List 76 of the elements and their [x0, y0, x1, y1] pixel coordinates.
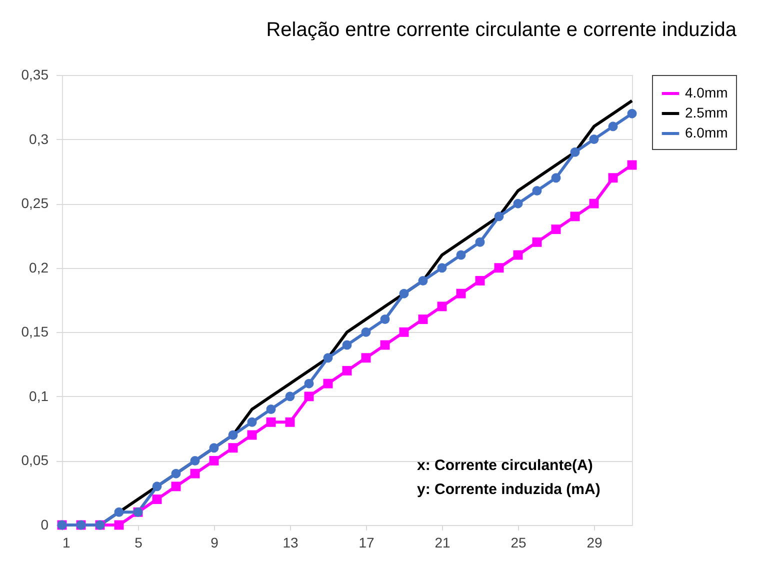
point	[513, 250, 523, 260]
point	[475, 237, 485, 247]
point	[399, 288, 409, 298]
y-tick-label: 0,2	[29, 259, 49, 276]
point	[342, 366, 352, 376]
point	[532, 186, 542, 196]
y-tick-label: 0,1	[29, 388, 49, 404]
point	[418, 276, 428, 286]
y-tick-label: 0,15	[21, 324, 49, 340]
point	[608, 122, 618, 132]
point	[342, 340, 352, 350]
point	[209, 443, 219, 453]
point	[304, 392, 314, 402]
x-tick-label: 5	[134, 534, 143, 550]
point	[494, 212, 504, 222]
point	[323, 378, 333, 388]
x-tick-label: 29	[586, 534, 602, 550]
y-tick-label: 0,25	[21, 195, 49, 212]
y-tick-label: 0,35	[21, 66, 49, 82]
point	[399, 327, 409, 337]
point	[285, 417, 295, 427]
chart-title: Relação entre corrente circulante e corrente induzida	[266, 19, 738, 41]
point	[304, 378, 314, 388]
point	[190, 468, 200, 478]
x-tick-label: 17	[358, 534, 374, 550]
point	[228, 443, 238, 453]
legend-label: 6.0mm	[685, 124, 728, 140]
point	[494, 263, 504, 273]
point	[589, 134, 599, 144]
point	[551, 224, 561, 234]
x-tick-label: 1	[62, 534, 70, 550]
x-tick-label: 9	[210, 534, 219, 550]
point	[228, 430, 238, 440]
point	[247, 430, 257, 440]
point	[589, 198, 599, 208]
point	[570, 212, 580, 222]
annotation: x: Corrente circulante(A)	[417, 457, 593, 474]
point	[266, 417, 276, 427]
point	[627, 108, 637, 118]
x-tick-label: 13	[282, 534, 298, 550]
point	[171, 468, 181, 478]
point	[114, 507, 124, 517]
annotation: y: Corrente induzida (mA)	[417, 481, 600, 498]
point	[627, 160, 637, 170]
point	[456, 250, 466, 260]
point	[247, 417, 257, 427]
point	[152, 494, 162, 504]
point	[475, 276, 485, 286]
point	[266, 404, 276, 414]
point	[380, 314, 390, 324]
point	[209, 456, 219, 466]
y-tick-label: 0,05	[21, 452, 49, 468]
point	[570, 147, 580, 157]
point	[418, 314, 428, 324]
point	[171, 482, 181, 492]
x-tick-label: 25	[510, 534, 526, 550]
point	[551, 173, 561, 183]
point	[380, 340, 390, 350]
point	[532, 237, 542, 247]
point	[323, 353, 333, 363]
legend-label: 4.0mm	[685, 84, 728, 100]
x-tick-label: 21	[434, 534, 450, 550]
point	[437, 302, 447, 312]
point	[608, 173, 618, 183]
point	[114, 520, 124, 530]
y-tick-label: 0,3	[29, 130, 49, 147]
point	[437, 263, 447, 273]
point	[190, 456, 200, 466]
y-tick-label: 0	[40, 516, 49, 532]
point	[361, 327, 371, 337]
point	[285, 392, 295, 402]
point	[361, 353, 371, 363]
point	[456, 288, 466, 298]
point	[152, 482, 162, 492]
legend-label: 2.5mm	[685, 104, 728, 120]
point	[513, 198, 523, 208]
